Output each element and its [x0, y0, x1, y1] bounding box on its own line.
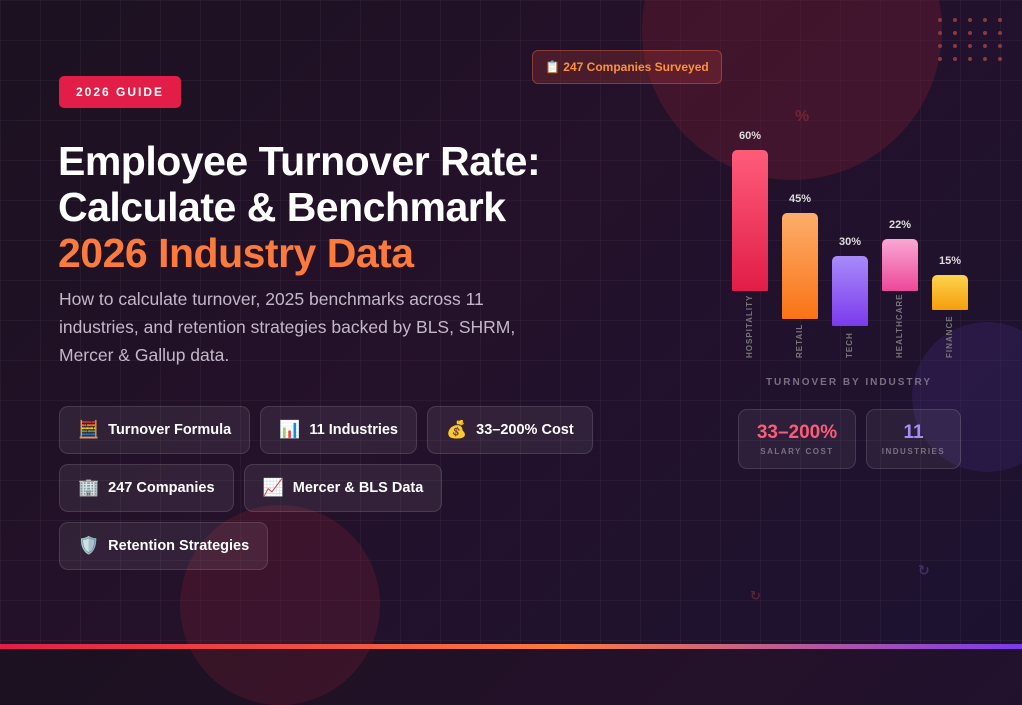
refresh-decor-icon: ↻: [750, 588, 761, 603]
survey-label: 247 Companies Surveyed: [563, 60, 709, 74]
survey-badge: 📋 247 Companies Surveyed: [532, 50, 722, 84]
feature-pills: 🧮 Turnover Formula 📊 11 Industries 💰 33–200% …: [59, 406, 599, 570]
feature-pill: 📊 11 Industries: [260, 406, 417, 454]
feature-pill: 💰 33–200% Cost: [427, 406, 593, 454]
pill-icon: 📈: [262, 478, 284, 497]
bar-retail: [782, 213, 818, 319]
category-label: FINANCE: [945, 315, 954, 358]
pill-icon: 💰: [446, 420, 468, 439]
pill-label: 247 Companies: [108, 480, 215, 496]
stat-salary-cost: 33–200% SALARY COST: [738, 409, 856, 469]
bar-value-label: 22%: [888, 219, 912, 232]
bar-value-label: 60%: [738, 130, 762, 142]
page-title: Employee Turnover Rate: Calculate & Bench…: [58, 138, 541, 276]
pill-label: Retention Strategies: [108, 538, 250, 554]
bar-value-label: 15%: [938, 254, 962, 267]
decor-dots: [938, 18, 1004, 61]
feature-pill: 🏢 247 Companies: [59, 464, 234, 512]
bar-tech: [832, 255, 868, 326]
category-label: RETAIL: [795, 323, 804, 358]
feature-pill: 📈 Mercer & BLS Data: [243, 464, 443, 512]
percent-decor-icon: %: [795, 108, 810, 125]
feature-pill: 🛡️ Retention Strategies: [59, 522, 269, 570]
category-label: HEALTHCARE: [895, 293, 904, 358]
refresh-decor-icon: ↻: [918, 562, 930, 578]
pill-icon: 🏢: [78, 478, 100, 497]
bar-healthcare: [882, 239, 918, 291]
stat-value: 33–200%: [756, 422, 838, 443]
stat-industries: 11 INDUSTRIES: [866, 409, 961, 469]
clipboard-icon: 📋: [545, 60, 560, 74]
bar-finance: [932, 274, 968, 310]
decor-circle: [912, 322, 1022, 472]
stat-label: SALARY COST: [760, 447, 834, 456]
title-line-1: Employee Turnover Rate:: [58, 138, 541, 184]
guide-badge: 2026 GUIDE: [59, 76, 182, 108]
pill-icon: 🛡️: [78, 536, 100, 555]
pill-label: Mercer & BLS Data: [292, 480, 424, 496]
stat-label: INDUSTRIES: [881, 447, 946, 456]
title-line-2: Calculate & Benchmark: [58, 184, 506, 230]
bar-hospitality: [732, 150, 768, 291]
chart-title: TURNOVER BY INDUSTRY: [765, 377, 933, 388]
pill-icon: 🧮: [78, 420, 100, 439]
feature-pill: 🧮 Turnover Formula: [59, 406, 251, 454]
stat-value: 11: [903, 422, 924, 443]
category-label: HOSPITALITY: [745, 294, 754, 358]
title-line-3: 2026 Industry Data: [58, 230, 414, 276]
category-label: TECH: [845, 332, 854, 358]
bar-value-label: 30%: [838, 235, 862, 248]
subtitle: How to calculate turnover, 2025 benchmar…: [59, 289, 516, 365]
pill-label: Turnover Formula: [108, 422, 232, 438]
pill-label: 33–200% Cost: [476, 422, 574, 438]
bar-value-label: 45%: [788, 193, 812, 206]
pill-icon: 📊: [279, 420, 301, 439]
bottom-accent-bar: [0, 644, 1022, 649]
pill-label: 11 Industries: [309, 422, 398, 438]
